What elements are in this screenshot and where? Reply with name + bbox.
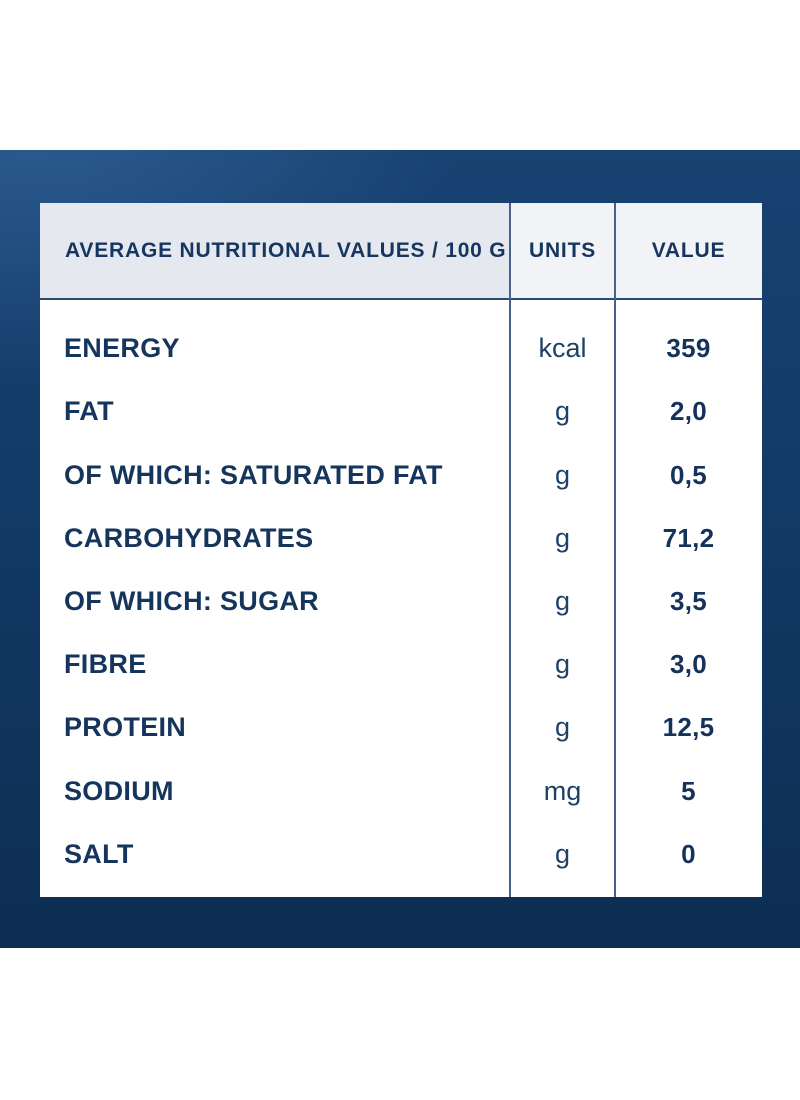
header-average-nutritional-values: AVERAGE NUTRITIONAL VALUES / 100 G [40,203,510,298]
table-row-sodium: SODIUM mg 5 [40,760,762,823]
row-label: FAT [64,396,114,427]
row-unit: kcal [538,333,587,364]
table-row-fat: FAT g 2,0 [40,380,762,443]
table-row-energy: ENERGY kcal 359 [40,317,762,380]
row-unit: g [554,522,571,553]
row-unit: g [554,649,571,680]
row-unit: g [554,838,571,869]
row-unit: mg [543,775,582,806]
row-value: 3,0 [669,649,708,680]
column-divider-value [614,203,616,897]
row-label: PROTEIN [64,712,187,743]
row-unit: g [554,459,571,490]
nutrition-table-card: AVERAGE NUTRITIONAL VALUES / 100 G UNITS… [40,203,762,897]
top-white-band [0,0,800,150]
row-value: 71,2 [662,522,715,553]
row-value: 12,5 [662,712,715,743]
row-value: 0 [681,838,696,869]
table-row-protein: PROTEIN g 12,5 [40,696,762,759]
bottom-white-band [0,948,800,1100]
row-value: 359 [666,333,711,364]
table-row-saturated-fat: OF WHICH: SATURATED FAT g 0,5 [40,443,762,506]
table-row-salt: SALT g 0 [40,823,762,886]
column-divider-units [509,203,511,897]
row-label: OF WHICH: SUGAR [64,585,319,616]
table-row-carbohydrates: CARBOHYDRATES g 71,2 [40,507,762,570]
row-value: 0,5 [669,459,708,490]
row-label: ENERGY [64,333,180,364]
row-unit: g [554,585,571,616]
row-value: 2,0 [669,396,708,427]
row-unit: g [554,712,571,743]
table-row-sugar: OF WHICH: SUGAR g 3,5 [40,570,762,633]
table-header-row: AVERAGE NUTRITIONAL VALUES / 100 G UNITS… [40,203,762,300]
row-label: SODIUM [64,775,174,806]
row-label: OF WHICH: SATURATED FAT [64,459,443,490]
row-label: FIBRE [64,649,147,680]
row-label: SALT [64,838,134,869]
row-value: 5 [681,775,696,806]
table-body: ENERGY kcal 359 FAT g 2,0 OF WHICH: SATU… [40,300,762,897]
blue-gradient-background: AVERAGE NUTRITIONAL VALUES / 100 G UNITS… [0,150,800,948]
table-row-fibre: FIBRE g 3,0 [40,633,762,696]
row-value: 3,5 [669,585,708,616]
header-value: VALUE [615,203,762,298]
header-units: UNITS [510,203,615,298]
row-unit: g [554,396,571,427]
row-label: CARBOHYDRATES [64,522,314,553]
